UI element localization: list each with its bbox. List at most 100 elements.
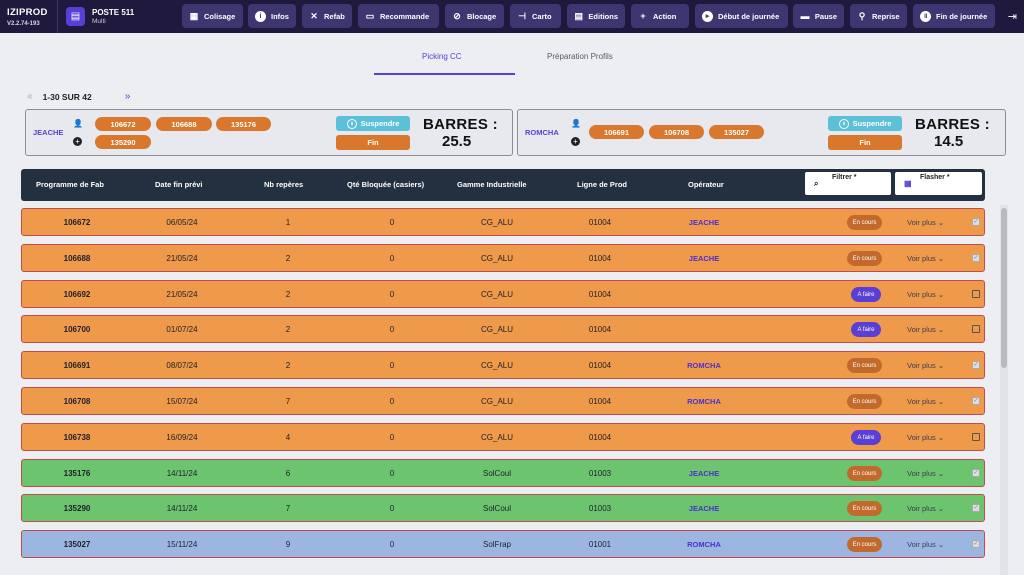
voir-plus-button[interactable]: Voir plus ⌄ (907, 504, 944, 513)
gamme-cell: CG_ALU (480, 290, 514, 299)
ligne-cell: 01001 (588, 540, 612, 549)
program-pill[interactable]: 106672 (95, 117, 151, 131)
filter-input[interactable]: ⌕ Filtrer * (805, 172, 891, 195)
row-checkbox[interactable]: ✓ (972, 504, 980, 512)
table-row[interactable]: 106692 21/05/24 2 0 CG_ALU 01004 A faire Voir p… (21, 280, 985, 308)
table-row[interactable]: 106691 08/07/24 2 0 CG_ALU 01004 ROMCHA En cour… (21, 351, 985, 379)
row-checkbox[interactable]: ✓ (972, 254, 980, 262)
status-badge: En cours (847, 215, 882, 230)
table-row[interactable]: 135176 14/11/24 6 0 SolCoul 01003 JEACHE En cou… (21, 459, 985, 487)
row-checkbox[interactable]: ✓ (972, 397, 980, 405)
pause-button[interactable]: ▬ Pause (793, 4, 844, 28)
voir-plus-button[interactable]: Voir plus ⌄ (907, 433, 944, 442)
col-programme[interactable]: Programme de Fab (36, 180, 104, 189)
blocage-button[interactable]: ⊘ Blocage (445, 4, 504, 28)
recommande-button[interactable]: ▭ Recommande (358, 4, 439, 28)
flasher-input[interactable]: ▦ Flasher * (895, 172, 982, 195)
nb-reperes-cell: 1 (285, 218, 291, 227)
program-pill[interactable]: 135290 (95, 135, 151, 149)
scrollbar-track[interactable] (1000, 205, 1008, 575)
pager-prev-button[interactable]: « (27, 91, 33, 102)
table-row[interactable]: 135027 15/11/24 9 0 SolFrap 01001 ROMCHA En cou… (21, 530, 985, 558)
table-row[interactable]: 106708 15/07/24 7 0 CG_ALU 01004 ROMCHA En cour… (21, 387, 985, 415)
infos-button[interactable]: i Infos (248, 4, 296, 28)
program-cell: 135176 (63, 469, 91, 478)
fin-button[interactable]: Fin (828, 135, 902, 150)
fin-journee-button[interactable]: ॥ Fin de journée (913, 4, 995, 28)
program-cell: 106688 (63, 254, 91, 263)
add-program-icon[interactable]: + (571, 137, 580, 146)
row-checkbox[interactable] (972, 290, 980, 298)
voir-plus-button[interactable]: Voir plus ⌄ (907, 290, 944, 299)
nb-reperes-cell: 9 (285, 540, 291, 549)
row-checkbox[interactable] (972, 433, 980, 441)
program-pill[interactable]: 106688 (156, 117, 212, 131)
date-cell: 01/07/24 (166, 325, 198, 334)
operator-cell: ROMCHA (687, 361, 721, 370)
tab-preparation-profils[interactable]: Préparation Profils (547, 52, 613, 61)
poste-info: ▤ POSTE 511 Multi (66, 7, 176, 26)
reprise-button[interactable]: ⚲ Reprise (850, 4, 907, 28)
refab-button[interactable]: ✕ Refab (302, 4, 352, 28)
qte-bloquee-cell: 0 (389, 290, 395, 299)
table-row[interactable]: 106672 06/05/24 1 0 CG_ALU 01004 JEACHE En cour… (21, 208, 985, 236)
qte-bloquee-cell: 0 (389, 218, 395, 227)
voir-plus-button[interactable]: Voir plus ⌄ (907, 469, 944, 478)
scrollbar-thumb[interactable] (1001, 208, 1007, 368)
table-row[interactable]: 106700 01/07/24 2 0 CG_ALU 01004 A faire Voir p… (21, 315, 985, 343)
col-operateur[interactable]: Opérateur (688, 180, 724, 189)
ligne-cell: 01004 (588, 325, 612, 334)
program-pill[interactable]: 106691 (589, 125, 644, 139)
nb-reperes-cell: 2 (285, 325, 291, 334)
action-button[interactable]: + Action (631, 4, 689, 28)
tab-picking-cc[interactable]: Picking CC (422, 52, 462, 61)
editions-button[interactable]: ▤ Editions (567, 4, 625, 28)
program-pill[interactable]: 135027 (709, 125, 764, 139)
voir-plus-button[interactable]: Voir plus ⌄ (907, 254, 944, 263)
voir-plus-button[interactable]: Voir plus ⌄ (907, 540, 944, 549)
poste-title: POSTE 511 (92, 8, 135, 17)
button-label: Infos (271, 11, 289, 21)
debut-journee-button[interactable]: ▸ Début de journée (695, 4, 788, 28)
colisage-button[interactable]: ▦ Colisage (182, 4, 243, 28)
row-checkbox[interactable] (972, 325, 980, 333)
col-ligne[interactable]: Ligne de Prod (577, 180, 628, 189)
status-badge: A faire (851, 287, 881, 302)
carto-button[interactable]: ⊣ Carto (510, 4, 561, 28)
voir-plus-button[interactable]: Voir plus ⌄ (907, 218, 944, 227)
suspend-button[interactable]: ॥ Suspendre (336, 116, 410, 131)
col-qte-bloquee[interactable]: Qté Bloquée (casiers) (347, 180, 425, 189)
chevron-down-icon: ⌄ (935, 540, 945, 549)
pager-next-button[interactable]: » (124, 91, 131, 102)
col-date[interactable]: Date fin prévi (155, 180, 203, 189)
voir-plus-button[interactable]: Voir plus ⌄ (907, 361, 944, 370)
col-gamme[interactable]: Gamme Industrielle (457, 180, 527, 189)
voir-plus-button[interactable]: Voir plus ⌄ (907, 325, 944, 334)
fin-button[interactable]: Fin (336, 135, 410, 150)
add-user-icon[interactable]: 👤 (73, 119, 83, 128)
pause-icon: ॥ (346, 118, 357, 129)
add-user-icon[interactable]: 👤 (571, 119, 581, 128)
row-checkbox[interactable]: ✓ (972, 540, 980, 548)
program-pill[interactable]: 106708 (649, 125, 704, 139)
button-label: Editions (588, 11, 618, 21)
nb-reperes-cell: 4 (285, 433, 291, 442)
table-row[interactable]: 106688 21/05/24 2 0 CG_ALU 01004 JEACHE En cour… (21, 244, 985, 272)
add-program-icon[interactable]: + (73, 137, 82, 146)
row-checkbox[interactable]: ✓ (972, 361, 980, 369)
box-icon: ▦ (189, 10, 199, 21)
logout-icon[interactable]: ⇥ (1007, 11, 1017, 23)
row-checkbox[interactable]: ✓ (972, 218, 980, 226)
poste-subtitle: Multi (92, 18, 106, 25)
program-pill[interactable]: 135176 (216, 117, 271, 131)
voir-plus-button[interactable]: Voir plus ⌄ (907, 397, 944, 406)
nb-reperes-cell: 2 (285, 254, 291, 263)
row-checkbox[interactable]: ✓ (972, 469, 980, 477)
col-nb-reperes[interactable]: Nb repères (264, 180, 304, 189)
chevron-down-icon: ⌄ (935, 254, 945, 263)
operator-card-jeache: JEACHE 👤 + 106672 106688 135176 135290 ॥… (25, 109, 513, 156)
suspend-label: Suspendre (852, 119, 892, 128)
suspend-button[interactable]: ॥ Suspendre (828, 116, 902, 131)
table-row[interactable]: 106738 16/09/24 4 0 CG_ALU 01004 A faire Voir p… (21, 423, 985, 451)
table-row[interactable]: 135290 14/11/24 7 0 SolCoul 01003 JEACHE En cou… (21, 494, 985, 522)
